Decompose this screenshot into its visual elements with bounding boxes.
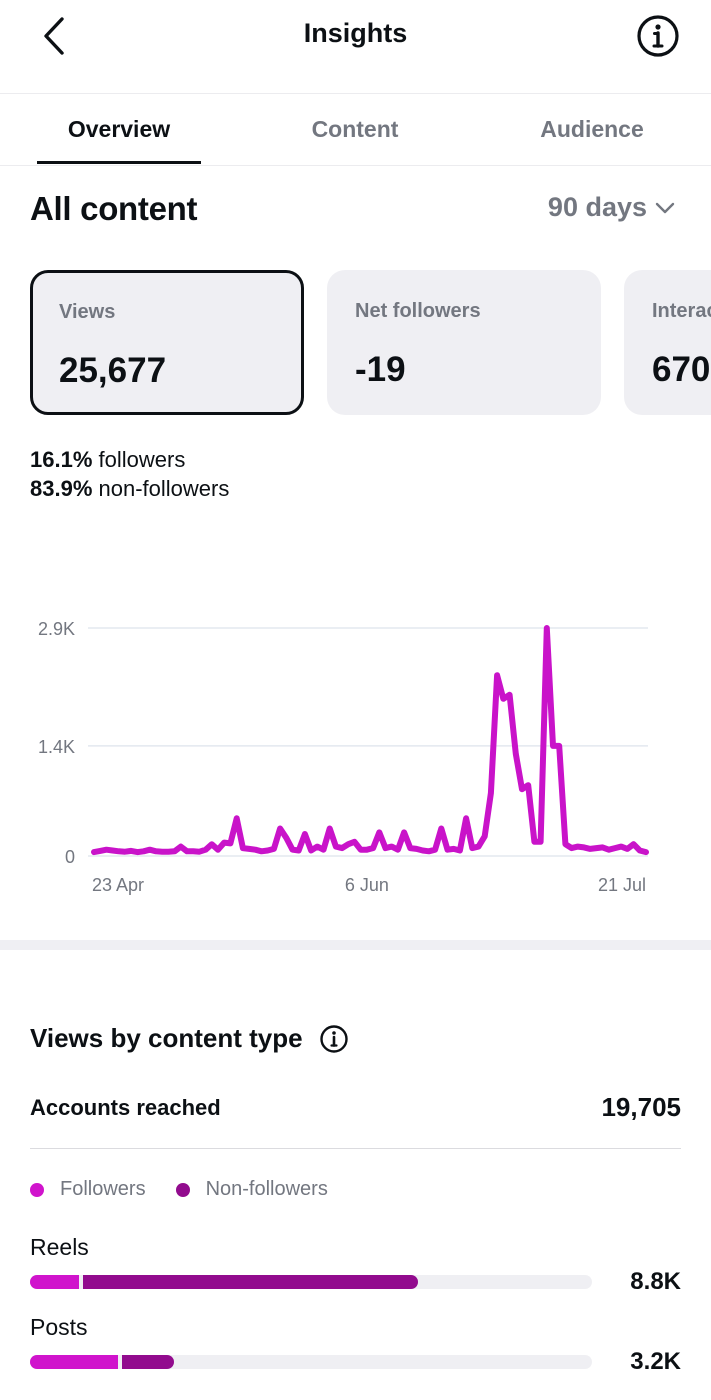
- info-circle-icon[interactable]: [319, 1024, 349, 1054]
- content-type-value-reels: 8.8K: [630, 1268, 681, 1295]
- metric-card-interactions[interactable]: Interactions 670: [624, 270, 711, 415]
- views-line-chart: 0 1.4K 2.9K 23 Apr 6 Jun 21 Jul: [38, 619, 649, 895]
- metric-value: 25,677: [59, 351, 167, 390]
- nonfollowers-segment: [82, 1275, 419, 1289]
- info-circle-icon: [637, 15, 679, 57]
- chevron-left-icon: [44, 17, 64, 55]
- x-tick-label: 21 Jul: [598, 875, 646, 895]
- followers-percentage: 16.1% followers: [30, 447, 185, 473]
- section-title: All content: [30, 190, 198, 227]
- tab-bar: Overview Content Audience: [0, 94, 711, 166]
- content-type-heading: Views by content type: [30, 1023, 303, 1053]
- views-by-content-type-title: Views by content type: [30, 1023, 349, 1054]
- reels-bar: [30, 1275, 592, 1289]
- legend-dot: [30, 1182, 44, 1197]
- followers-segment: [30, 1275, 79, 1289]
- followers-segment: [30, 1355, 119, 1369]
- back-button[interactable]: [30, 12, 78, 60]
- divider: [30, 1148, 681, 1149]
- metric-value: -19: [355, 350, 406, 389]
- metric-card-views[interactable]: Views 25,677: [30, 270, 304, 415]
- content-type-label-reels: Reels: [30, 1234, 89, 1260]
- metric-label: Net followers: [355, 300, 481, 322]
- y-tick-label: 2.9K: [38, 619, 75, 639]
- posts-bar: [30, 1355, 592, 1369]
- date-range-dropdown[interactable]: 90 days: [548, 192, 675, 223]
- views-series-line: [91, 625, 649, 856]
- tab-audience[interactable]: Audience: [540, 116, 644, 142]
- active-tab-indicator: [37, 161, 201, 164]
- content-type-value-posts: 3.2K: [630, 1348, 681, 1375]
- tab-overview[interactable]: Overview: [67, 116, 171, 142]
- legend-label: Non-followers: [205, 1178, 328, 1200]
- section-divider: [0, 940, 711, 950]
- metric-label: Views: [59, 301, 116, 323]
- x-tick-label: 23 Apr: [92, 875, 144, 895]
- y-tick-label: 1.4K: [38, 737, 75, 757]
- legend-label: Followers: [60, 1178, 146, 1200]
- legend-item-nonfollowers: Non-followers: [175, 1178, 328, 1201]
- metric-label: Interactions: [652, 300, 711, 322]
- tab-content[interactable]: Content: [311, 116, 399, 142]
- nonfollowers-percentage: 83.9% non-followers: [30, 476, 229, 502]
- legend-dot: [175, 1182, 190, 1197]
- legend-item-followers: Followers: [30, 1178, 146, 1201]
- top-bar: Insights: [0, 0, 711, 94]
- followers-pct-value: 16.1%: [30, 447, 93, 472]
- metric-value: 670: [652, 350, 711, 389]
- y-tick-label: 0: [65, 847, 75, 867]
- nonfollowers-pct-value: 83.9%: [30, 476, 93, 501]
- followers-pct-label: followers: [98, 447, 186, 472]
- accounts-reached-row: Accounts reached 19,705: [30, 1092, 681, 1123]
- chevron-down-icon: [655, 202, 675, 213]
- metric-card-net-followers[interactable]: Net followers -19: [327, 270, 601, 415]
- x-tick-label: 6 Jun: [345, 875, 389, 895]
- info-button[interactable]: [633, 11, 683, 61]
- date-range-label: 90 days: [547, 192, 647, 222]
- page-title: Insights: [303, 18, 408, 48]
- accounts-reached-value: 19,705: [601, 1092, 681, 1122]
- content-type-label-posts: Posts: [30, 1314, 88, 1340]
- nonfollowers-segment: [122, 1355, 175, 1369]
- nonfollowers-pct-label: non-followers: [98, 476, 230, 501]
- accounts-reached-label: Accounts reached: [30, 1094, 221, 1120]
- chart-legend: Followers Non-followers: [30, 1178, 358, 1201]
